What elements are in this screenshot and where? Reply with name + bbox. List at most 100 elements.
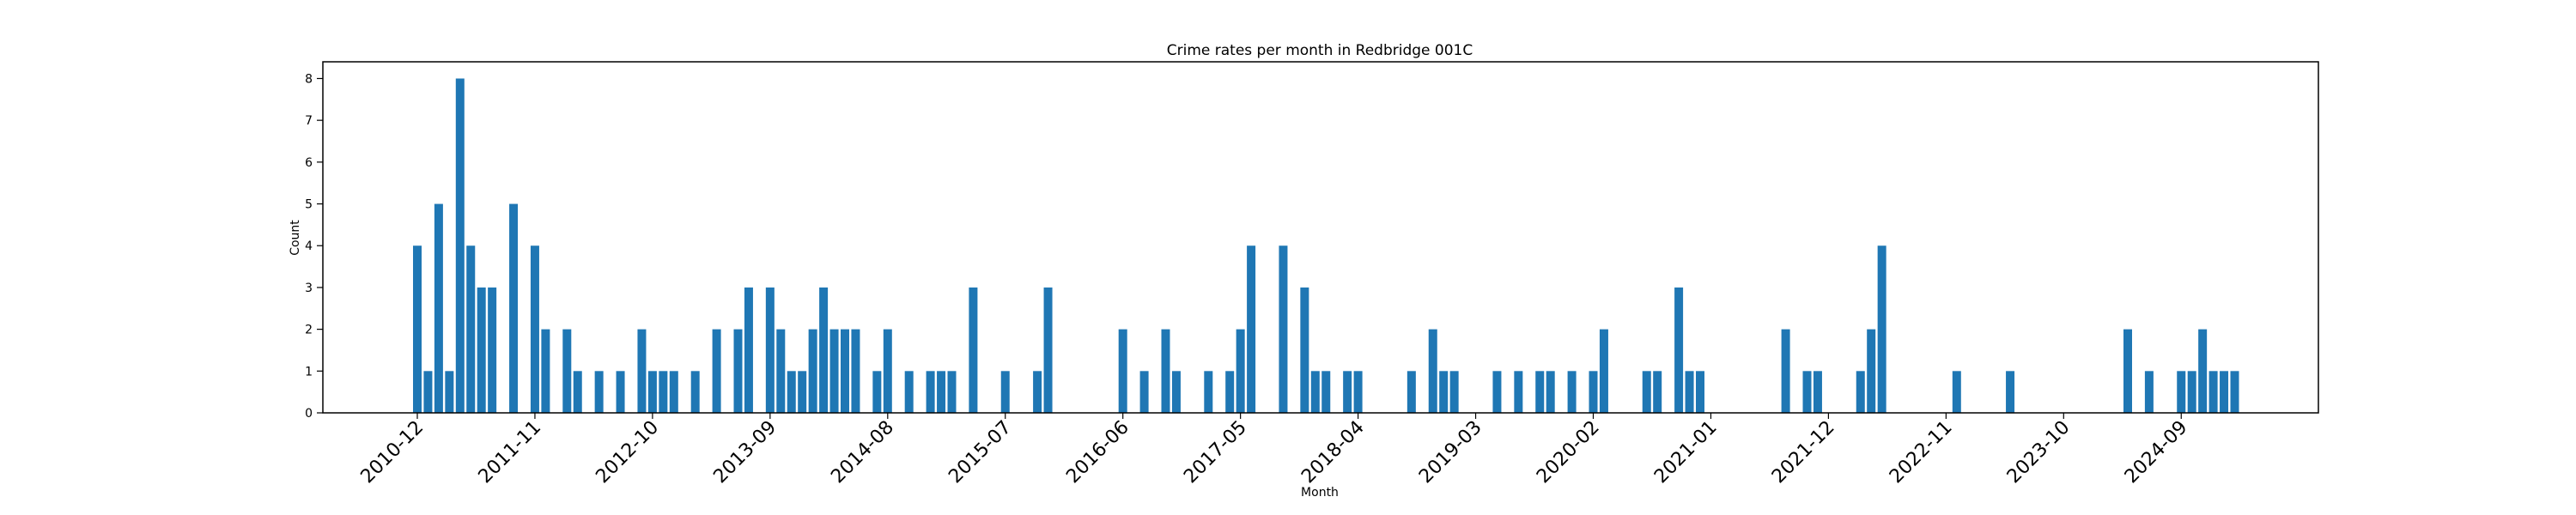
bar-2013-10: [776, 329, 786, 413]
bar-2011-03: [445, 371, 454, 413]
bar-2014-05: [851, 329, 860, 413]
bar-2015-04: [969, 287, 978, 413]
bar-2012-07: [616, 371, 625, 413]
bar-2018-12: [1439, 371, 1449, 413]
bar-2025-01: [2220, 371, 2229, 413]
bar-2021-10: [1802, 371, 1812, 413]
bar-2014-04: [841, 329, 849, 413]
bar-2015-07: [1000, 371, 1010, 413]
bar-2020-08: [1653, 371, 1662, 413]
bar-2018-01: [1321, 371, 1331, 413]
x-tick-label: 2016-06: [1062, 417, 1133, 488]
bar-2019-07: [1514, 371, 1523, 413]
bar-2017-06: [1247, 245, 1256, 413]
x-tick-label: 2021-12: [1768, 417, 1839, 488]
bar-2018-04: [1353, 371, 1363, 413]
bar-2019-01: [1449, 371, 1459, 413]
bar-2019-09: [1535, 371, 1545, 413]
bar-2013-11: [787, 371, 796, 413]
x-tick-label: 2013-09: [709, 417, 781, 488]
bar-2017-12: [1310, 371, 1320, 413]
bar-2025-02: [2230, 371, 2239, 413]
bar-2021-11: [1813, 371, 1822, 413]
bar-2011-04: [455, 78, 465, 413]
x-tick-label: 2015-07: [945, 417, 1016, 488]
bar-2014-02: [819, 287, 829, 413]
bar-2011-02: [434, 203, 443, 413]
bar-2014-03: [829, 329, 839, 413]
bar-2024-11: [2198, 329, 2208, 413]
bar-2013-04: [712, 329, 721, 413]
bar-2012-10: [647, 371, 657, 413]
bar-2013-06: [733, 329, 743, 413]
bar-2012-09: [637, 329, 647, 413]
bar-2015-10: [1033, 371, 1042, 413]
bar-2012-03: [573, 371, 582, 413]
x-tick-label: 2010-12: [357, 417, 428, 488]
bar-2013-07: [744, 287, 753, 413]
x-tick-label: 2011-11: [475, 417, 546, 488]
bar-2017-02: [1204, 371, 1213, 413]
y-tick-label: 8: [305, 72, 313, 86]
x-tick-label: 2021-01: [1650, 417, 1722, 488]
x-tick-label: 2018-04: [1297, 417, 1369, 488]
y-tick-label: 2: [305, 324, 313, 337]
bar-2017-05: [1236, 329, 1245, 413]
y-axis-label: Count: [289, 220, 302, 256]
bar-2012-02: [562, 329, 572, 413]
bar-2011-01: [423, 371, 433, 413]
bar-2023-05: [2006, 371, 2015, 413]
y-tick-label: 3: [305, 282, 313, 295]
bar-2024-04: [2123, 329, 2132, 413]
bar-2015-11: [1043, 287, 1053, 413]
bar-2018-03: [1343, 371, 1352, 413]
bar-2024-12: [2208, 371, 2218, 413]
bar-2011-05: [466, 245, 476, 413]
y-tick-label: 0: [305, 407, 313, 421]
bar-2019-05: [1492, 371, 1502, 413]
bar-2011-07: [488, 287, 497, 413]
x-axis: 2010-12 2011-11 2012-10 2013-09 2014-08 2015-…: [357, 413, 2192, 488]
bar-2018-09: [1406, 371, 1416, 413]
bar-2014-10: [904, 371, 914, 413]
bar-2016-10: [1161, 329, 1170, 413]
bar-2016-06: [1118, 329, 1127, 413]
x-tick-label: 2014-08: [827, 417, 898, 488]
bar-2011-12: [541, 329, 550, 413]
bar-2020-07: [1642, 371, 1651, 413]
x-tick-label: 2023-10: [2003, 417, 2075, 488]
bars-group: [413, 78, 2239, 413]
bar-2010-12: [413, 245, 422, 413]
x-tick-label: 2020-02: [1533, 417, 1604, 488]
x-axis-label: Month: [1301, 486, 1339, 500]
bar-2019-12: [1567, 371, 1577, 413]
bar-2012-05: [594, 371, 604, 413]
x-tick-label: 2024-09: [2121, 417, 2192, 488]
bar-2020-11: [1685, 371, 1694, 413]
y-tick-label: 5: [305, 198, 313, 212]
bar-2011-09: [509, 203, 519, 413]
plot-frame: [322, 61, 2319, 414]
bar-2011-11: [530, 245, 539, 413]
bar-2014-01: [808, 329, 817, 413]
bar-2017-09: [1279, 245, 1288, 413]
bar-2020-03: [1599, 329, 1608, 413]
bar-2011-06: [477, 287, 486, 413]
bar-2017-11: [1300, 287, 1309, 413]
chart-title: Crime rates per month in Redbridge 001C: [1167, 42, 1473, 59]
bar-2015-02: [947, 371, 957, 413]
bar-2024-10: [2187, 371, 2196, 413]
bar-2022-12: [1952, 371, 1961, 413]
y-tick-label: 4: [305, 239, 313, 253]
bar-2018-11: [1428, 329, 1437, 413]
bar-2020-12: [1696, 371, 1704, 413]
bar-2014-12: [926, 371, 935, 413]
y-tick-label: 6: [305, 156, 313, 170]
bar-2015-01: [937, 371, 946, 413]
x-tick-label: 2017-05: [1180, 417, 1251, 488]
bar-2024-09: [2177, 371, 2186, 413]
bar-2013-09: [765, 287, 775, 413]
bar-2014-08: [883, 329, 892, 413]
bar-2012-11: [659, 371, 668, 413]
bar-2012-12: [669, 371, 678, 413]
